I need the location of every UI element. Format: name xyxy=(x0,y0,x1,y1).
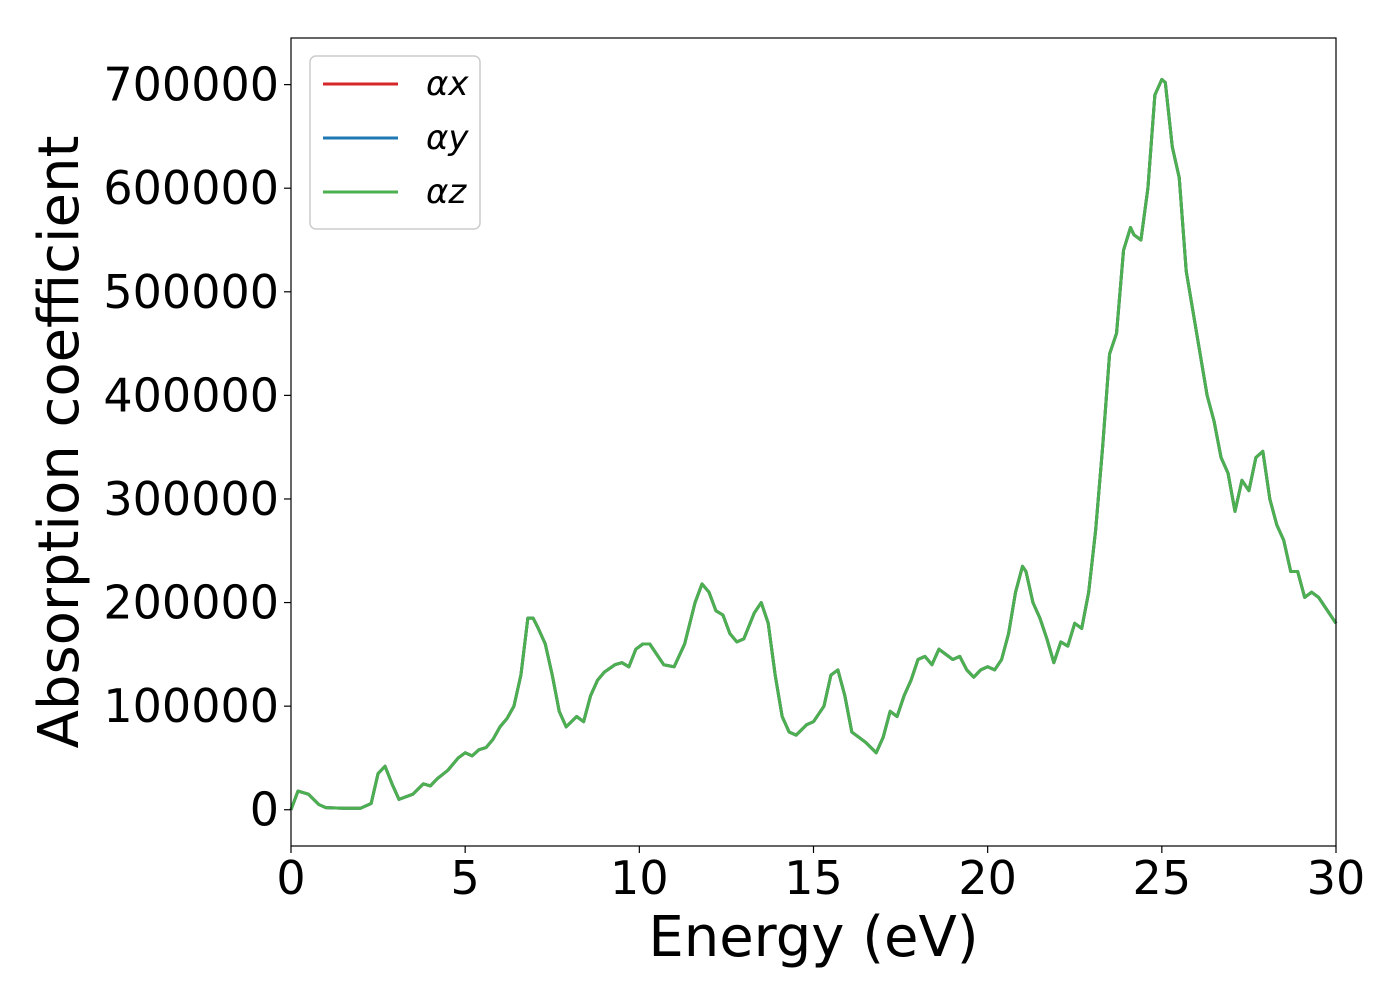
y-tick-label: 400000 xyxy=(103,368,279,422)
y-tick-label: 500000 xyxy=(103,265,279,319)
y-tick-label: 600000 xyxy=(103,161,279,215)
legend: αx αy αz xyxy=(309,55,481,230)
x-tick-label: 10 xyxy=(610,851,669,905)
y-axis-ticks: 0 100000 200000 300000 400000 500000 600000 700… xyxy=(103,58,291,837)
y-tick-label: 300000 xyxy=(103,472,279,526)
y-tick-label: 0 xyxy=(250,783,279,837)
legend-label-3: αz xyxy=(426,172,467,212)
x-tick-label: 5 xyxy=(451,851,480,905)
x-tick-label: 15 xyxy=(784,851,843,905)
legend-box xyxy=(309,55,481,230)
x-axis-ticks: 0 5 10 15 20 25 30 xyxy=(276,846,1365,905)
y-tick-label: 700000 xyxy=(103,58,279,112)
legend-label-2: αy xyxy=(426,118,469,158)
y-tick-label: 200000 xyxy=(103,576,279,630)
x-tick-label: 30 xyxy=(1307,851,1366,905)
y-tick-label: 100000 xyxy=(103,679,279,733)
series-line-3 xyxy=(289,77,1338,811)
y-axis-label: Absorption coefficient xyxy=(27,136,92,749)
x-tick-label: 25 xyxy=(1133,851,1192,905)
x-tick-label: 0 xyxy=(276,851,305,905)
series-layer xyxy=(289,77,1338,811)
x-tick-label: 20 xyxy=(958,851,1017,905)
legend-label-1: αx xyxy=(426,64,469,104)
x-axis-label: Energy (eV) xyxy=(648,905,978,970)
